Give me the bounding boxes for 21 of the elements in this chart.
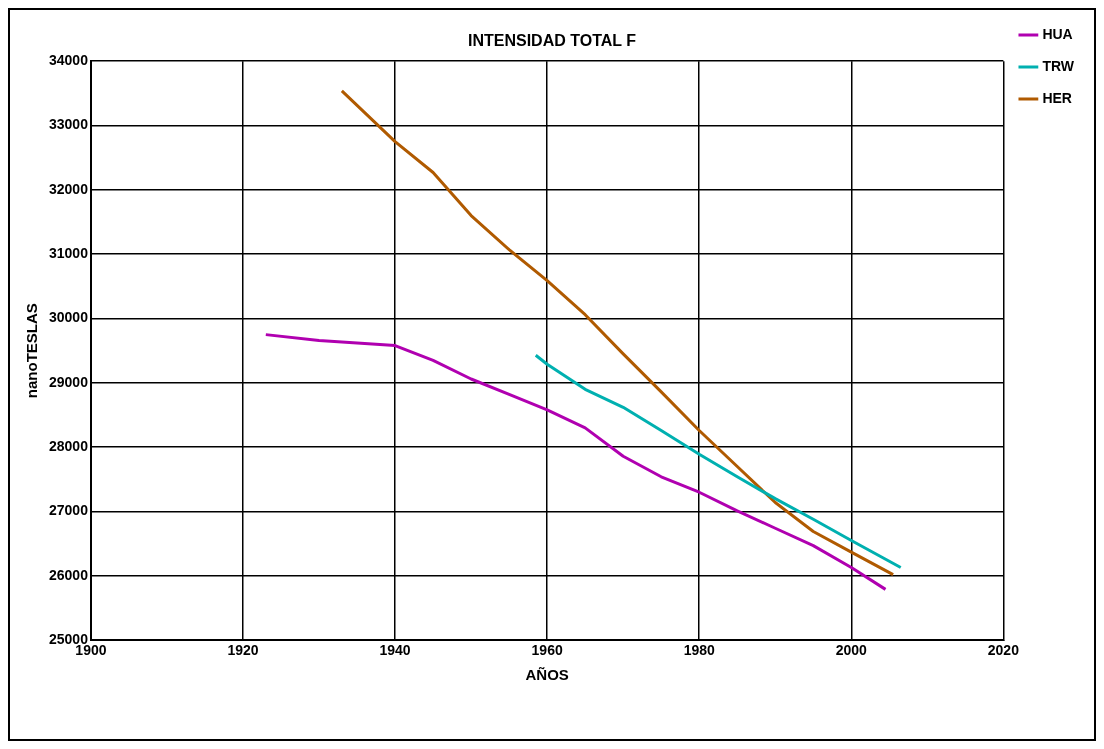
y-tick-label: 29000 xyxy=(48,373,89,390)
y-tick-label: 26000 xyxy=(48,566,89,583)
legend-label: TRW xyxy=(1042,57,1075,74)
x-tick-label: 1980 xyxy=(683,642,716,659)
y-tick-label: 32000 xyxy=(48,180,89,197)
y-tick-label: 27000 xyxy=(48,502,89,519)
y-tick-label: 28000 xyxy=(48,438,89,455)
y-tick-label: 34000 xyxy=(48,52,89,69)
legend-label: HUA xyxy=(1042,25,1073,42)
y-axis-title: nanoTESLAS xyxy=(23,303,41,399)
x-axis-title: AÑOS xyxy=(525,666,569,684)
y-tick-label: 31000 xyxy=(48,245,89,262)
x-tick-label: 1940 xyxy=(379,642,411,659)
x-tick-label: 2020 xyxy=(987,642,1020,659)
x-tick-label: 2000 xyxy=(835,642,868,659)
legend-label: HER xyxy=(1042,89,1072,106)
x-tick-label: 1920 xyxy=(227,642,259,659)
y-tick-label: 33000 xyxy=(48,116,89,133)
x-tick-label: 1960 xyxy=(531,642,563,659)
y-tick-label: 30000 xyxy=(48,309,89,326)
chart-title: INTENSIDAD TOTAL F xyxy=(468,32,637,50)
